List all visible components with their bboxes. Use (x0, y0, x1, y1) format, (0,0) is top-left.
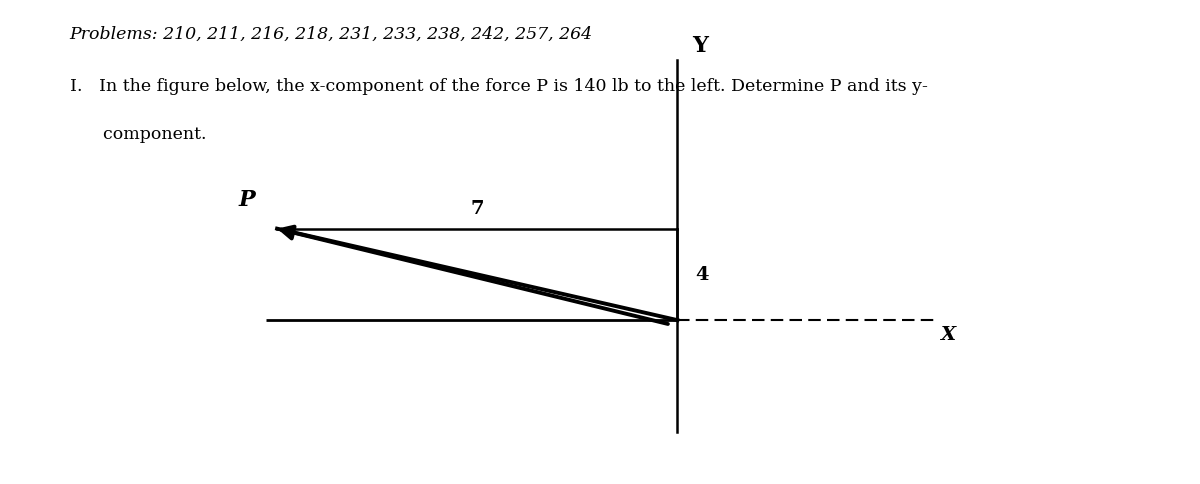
Text: 4: 4 (695, 266, 709, 284)
Text: component.: component. (70, 125, 206, 142)
Text: P: P (239, 188, 256, 210)
Text: X: X (940, 326, 955, 344)
Text: Problems: 210, 211, 216, 218, 231, 233, 238, 242, 257, 264: Problems: 210, 211, 216, 218, 231, 233, … (70, 26, 593, 43)
Text: 7: 7 (470, 199, 484, 217)
Text: I.   In the figure below, the x-component of the force P is 140 lb to the left. : I. In the figure below, the x-component … (70, 78, 928, 95)
Text: Y: Y (691, 34, 708, 57)
